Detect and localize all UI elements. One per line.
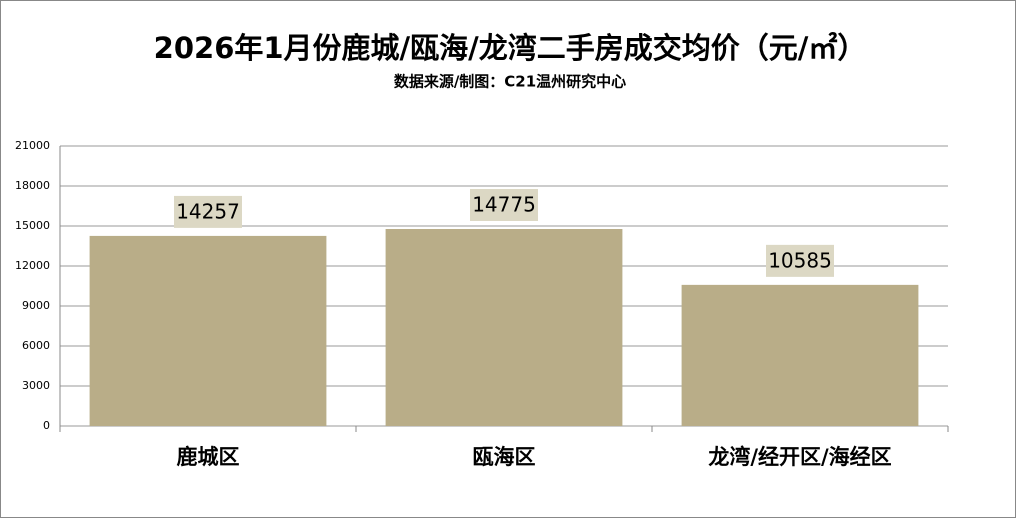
x-tick-label: 瓯海区 [473,445,536,469]
y-tick-label: 21000 [15,139,50,152]
y-tick-label: 12000 [15,259,50,272]
bar [681,284,919,426]
y-tick-label: 3000 [22,379,50,392]
data-label-bg [766,244,834,277]
x-tick-label: 龙湾/经开区/海经区 [708,445,891,469]
y-tick-label: 9000 [22,299,50,312]
y-tick-label: 6000 [22,339,50,352]
bar [385,229,623,426]
chart-subtitle: 数据来源/制图：C21温州研究中心 [394,73,626,91]
y-tick-label: 15000 [15,219,50,232]
y-tick-label: 18000 [15,179,50,192]
y-tick-label: 0 [43,419,50,432]
x-tick-label: 鹿城区 [177,445,240,469]
data-label: 10585 [768,248,832,272]
data-label: 14775 [472,193,536,217]
chart-title: 2026年1月份鹿城/瓯海/龙湾二手房成交均价（元/㎡） [154,31,867,65]
data-label-bg [174,195,242,228]
bar [89,235,327,426]
data-label-bg [470,189,538,221]
data-label: 14257 [176,199,240,223]
